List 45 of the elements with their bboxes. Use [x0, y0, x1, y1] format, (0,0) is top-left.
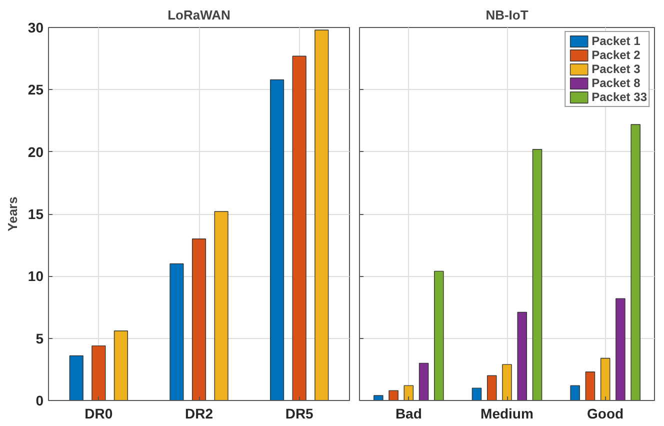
bar — [600, 358, 610, 400]
legend-label: Packet 2 — [592, 48, 640, 62]
legend-label: Packet 1 — [592, 34, 640, 48]
y-tick-label: 15 — [28, 206, 44, 222]
y-tick-label: 30 — [28, 20, 44, 36]
bar — [374, 395, 384, 400]
y-tick-label: 5 — [36, 330, 44, 346]
bar — [404, 385, 414, 400]
y-tick-label: 0 — [36, 392, 44, 408]
bar — [292, 56, 306, 400]
bar — [434, 270, 444, 400]
y-tick-label: 10 — [28, 268, 44, 284]
bar — [570, 385, 580, 400]
bar — [314, 30, 329, 400]
x-tick-label: Good — [587, 406, 624, 422]
chart-title: LoRaWAN — [168, 8, 230, 22]
bar — [585, 372, 596, 400]
bar — [388, 390, 398, 400]
bar — [472, 388, 482, 400]
bar — [418, 362, 429, 400]
bar — [214, 211, 228, 400]
x-tick-label: Bad — [395, 406, 422, 422]
y-tick-label: 20 — [28, 144, 44, 160]
y-tick-label: 25 — [28, 82, 44, 98]
x-tick-label: DR0 — [84, 406, 113, 422]
bar — [532, 148, 542, 400]
bar — [616, 298, 626, 400]
y-axis-title: Years — [4, 196, 20, 232]
bar — [170, 263, 184, 400]
bar — [517, 312, 528, 400]
legend-label: Packet 33 — [592, 90, 647, 104]
chart-title: NB-IoT — [486, 8, 528, 22]
bar — [92, 345, 106, 400]
legend-label: Packet 8 — [592, 76, 640, 90]
x-tick-label: DR2 — [184, 406, 214, 422]
x-tick-label: Medium — [480, 406, 534, 422]
bar — [270, 79, 284, 400]
bar — [114, 330, 128, 400]
bar — [630, 124, 640, 400]
bar — [486, 375, 497, 400]
bar — [502, 364, 512, 400]
bar — [69, 355, 84, 400]
bar — [192, 238, 206, 400]
x-tick-label: DR5 — [285, 406, 314, 422]
legend-label: Packet 3 — [592, 62, 640, 76]
